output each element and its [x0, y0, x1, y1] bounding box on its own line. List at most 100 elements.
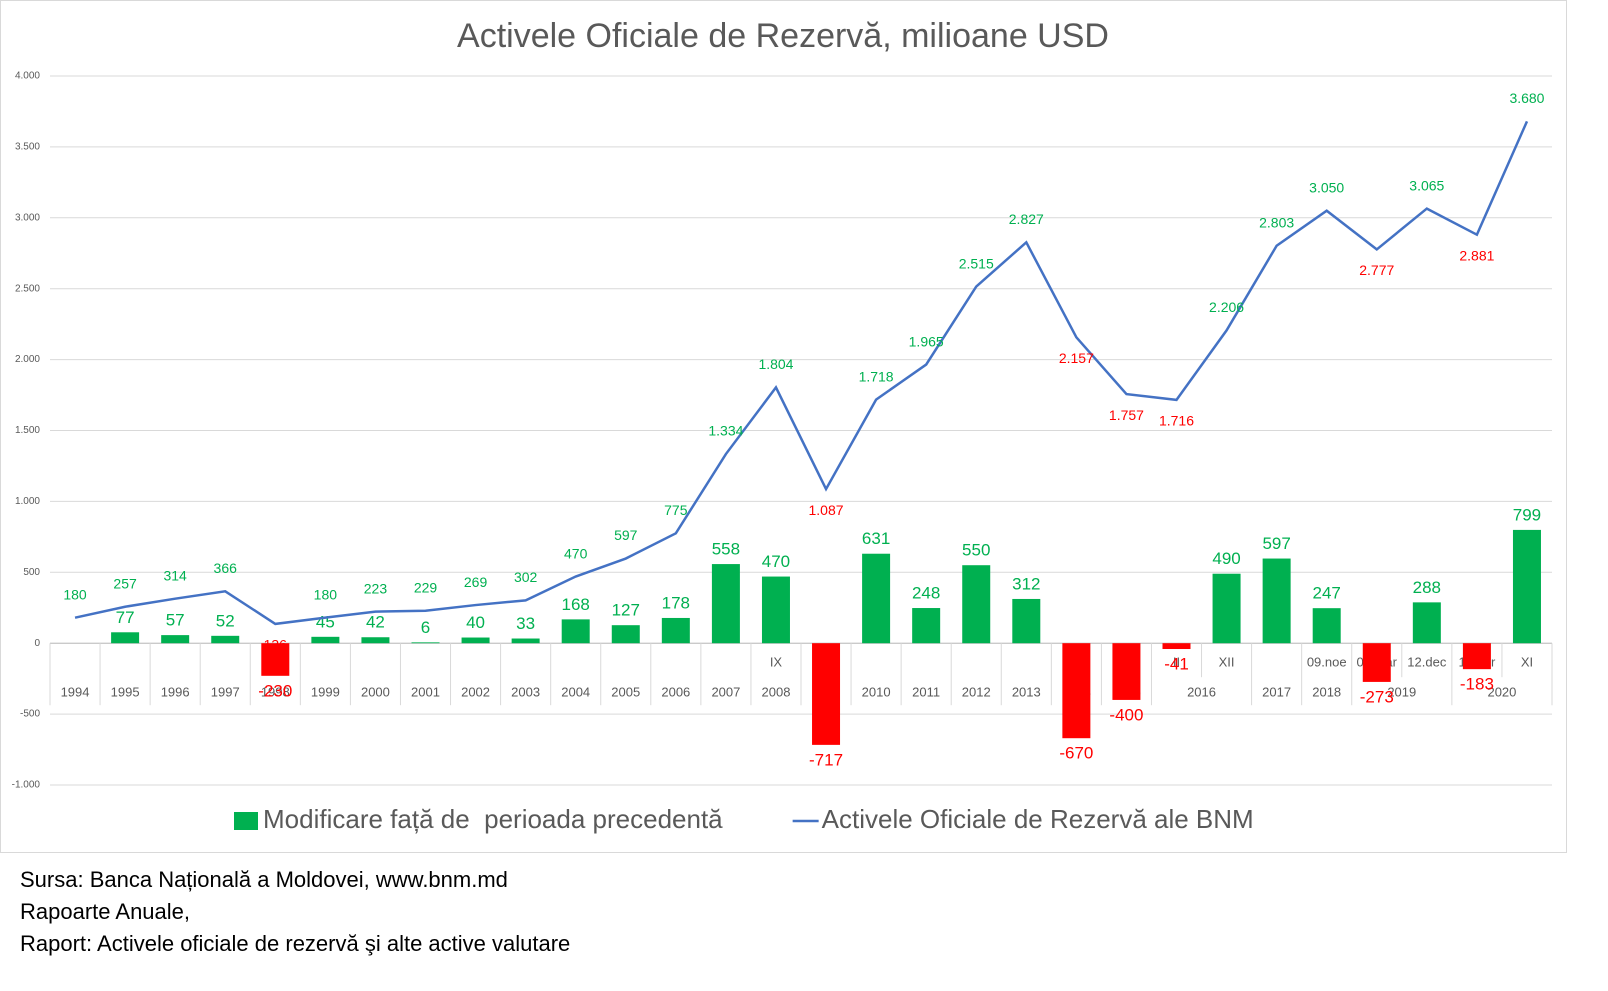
- x-group-label: 2002: [461, 685, 490, 700]
- line-value-label: 1.718: [859, 368, 894, 384]
- legend-label: Activele Oficiale de Rezervă ale BNM: [822, 804, 1254, 834]
- bar-value-label: -717: [809, 750, 843, 769]
- x-tick-label: XII: [1219, 655, 1235, 670]
- line-value-label: 2.827: [1009, 211, 1044, 227]
- bar-value-label: 57: [166, 611, 185, 630]
- bar: [1162, 643, 1191, 650]
- x-group-label: 1997: [211, 685, 240, 700]
- y-tick-label: 3.000: [15, 212, 40, 223]
- x-group-label: 2016: [1187, 685, 1216, 700]
- line-value-label: 1.804: [758, 356, 793, 372]
- x-group-label: 2004: [561, 685, 590, 700]
- x-group-label: 2017: [1262, 685, 1291, 700]
- bar: [511, 638, 540, 644]
- x-group-label: 2008: [762, 685, 791, 700]
- line-value-label: 1.965: [909, 333, 944, 349]
- bar-value-label: -183: [1460, 675, 1494, 694]
- x-group-label: 2018: [1312, 685, 1341, 700]
- line-value-label: 1.087: [809, 502, 844, 518]
- bar-value-label: -41: [1164, 654, 1189, 673]
- x-tick-label: II: [1173, 655, 1180, 670]
- bar-value-label: 631: [862, 529, 890, 548]
- bar-value-label: 127: [612, 601, 640, 620]
- bar: [561, 619, 590, 644]
- y-tick-label: 2.000: [15, 354, 40, 365]
- bar: [1412, 602, 1441, 644]
- bar-value-label: 40: [466, 613, 485, 632]
- y-tick-label: -1.000: [12, 780, 41, 791]
- x-tick-label: IX: [770, 655, 783, 670]
- line-value-label: 775: [664, 502, 688, 518]
- line-value-label: 1.716: [1159, 413, 1194, 429]
- bar-value-label: 45: [316, 612, 335, 631]
- line-value-label: 597: [614, 527, 638, 543]
- bar: [161, 635, 190, 644]
- x-group-label: 1999: [311, 685, 340, 700]
- y-tick-label: 1.000: [15, 496, 40, 507]
- bar-value-label: 52: [216, 611, 235, 630]
- x-group-label: 2010: [862, 685, 891, 700]
- line-value-label: 2.881: [1459, 247, 1494, 263]
- source-line: Rapoarte Anuale,: [20, 899, 190, 924]
- line-value-label: 314: [163, 567, 187, 583]
- bar: [211, 635, 240, 644]
- bar-value-label: 597: [1262, 534, 1290, 553]
- x-group-label: 2003: [511, 685, 540, 700]
- x-group-label: 2006: [661, 685, 690, 700]
- x-tick-label: 09.noe: [1307, 655, 1347, 670]
- bar-value-label: -273: [1360, 687, 1394, 706]
- x-group-label: 1994: [61, 685, 90, 700]
- x-group-label: 2020: [1487, 685, 1516, 700]
- source-line: Sursa: Banca Națională a Moldovei, www.b…: [20, 867, 508, 892]
- legend-label: Modificare față de perioada precedentă: [263, 804, 723, 834]
- bar: [311, 636, 340, 644]
- bar-value-label: 168: [562, 595, 590, 614]
- line-value-label: 2.515: [959, 255, 994, 271]
- bar-value-label: 558: [712, 540, 740, 559]
- line-value-label: 269: [464, 574, 488, 590]
- line-value-label: 3.680: [1509, 90, 1544, 106]
- y-tick-label: 3.500: [15, 142, 40, 153]
- bar: [1112, 643, 1141, 700]
- bar-value-label: 550: [962, 541, 990, 560]
- line-value-label: 2.157: [1059, 350, 1094, 366]
- chart-border: [0, 0, 1567, 853]
- line-value-label: 3.065: [1409, 177, 1444, 193]
- line: [74, 120, 1529, 626]
- bar-value-label: -230: [258, 681, 292, 700]
- bar: [661, 617, 690, 644]
- bar: [1462, 643, 1491, 670]
- y-tick-label: 500: [23, 567, 40, 578]
- bar: [962, 565, 991, 644]
- line-value-label: 180: [63, 586, 87, 602]
- line-value-label: 1.757: [1109, 407, 1144, 423]
- bar-value-label: 312: [1012, 574, 1040, 593]
- y-tick-label: 1.500: [15, 425, 40, 436]
- bar-value-label: 33: [516, 614, 535, 633]
- x-group-label: 2001: [411, 685, 440, 700]
- bar-value-label: 470: [762, 552, 790, 571]
- x-group-label: 2007: [711, 685, 740, 700]
- x-tick-label: XI: [1521, 655, 1533, 670]
- line-value-label: 366: [214, 560, 238, 576]
- bar-value-label: -400: [1109, 705, 1143, 724]
- line-value-label: 229: [414, 579, 438, 595]
- bar: [611, 625, 640, 644]
- line-value-label: 302: [514, 569, 538, 585]
- line-value-label: 136: [264, 637, 288, 653]
- line-value-label: 180: [314, 586, 338, 602]
- x-group-label: 2000: [361, 685, 390, 700]
- bar: [1062, 643, 1091, 739]
- bar-value-label: 247: [1313, 584, 1341, 603]
- bar: [1212, 573, 1241, 644]
- line-value-label: 2.206: [1209, 299, 1244, 315]
- bar: [1012, 598, 1041, 644]
- line-value-label: 3.050: [1309, 179, 1344, 195]
- chart-title: Activele Oficiale de Rezervă, milioane U…: [457, 17, 1109, 55]
- y-tick-label: 4.000: [15, 71, 40, 82]
- bar: [461, 637, 490, 644]
- x-group-label: 2011: [912, 685, 940, 700]
- line-value-label: 2.803: [1259, 214, 1294, 230]
- bar: [361, 637, 390, 644]
- x-group-label: 2013: [1012, 685, 1041, 700]
